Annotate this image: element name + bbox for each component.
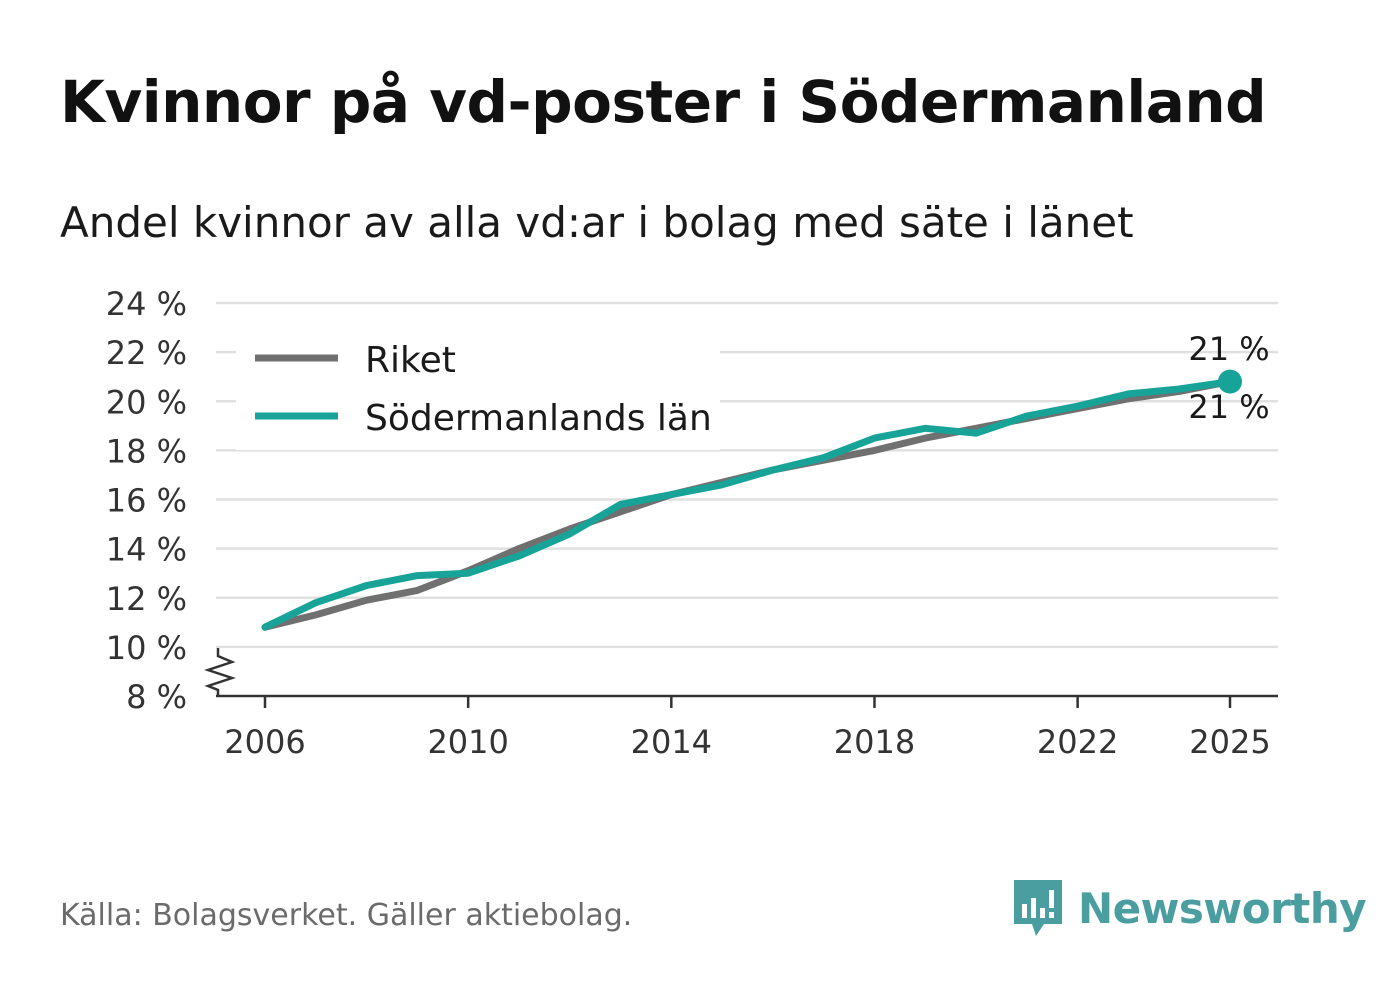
- chart-title: Kvinnor på vd-poster i Södermanland: [60, 68, 1267, 136]
- legend-label: Södermanlands län: [365, 398, 712, 439]
- y-tick-label: 10 %: [106, 629, 187, 667]
- x-tick-label: 2014: [631, 723, 712, 761]
- y-tick-label: 14 %: [106, 531, 187, 569]
- end-label-lan: 21 %: [1188, 388, 1269, 426]
- series-line-lan: [261, 378, 1234, 631]
- chart-subtitle: Andel kvinnor av alla vd:ar i bolag med …: [60, 198, 1134, 247]
- y-tick-label: 16 %: [106, 482, 187, 520]
- y-tick-label: 20 %: [106, 383, 187, 421]
- newsworthy-logo-icon: [1014, 880, 1062, 936]
- x-axis-ticks: 2006 2010 2014 2018 2022 2025: [224, 696, 1271, 761]
- y-tick-label: 22 %: [106, 334, 187, 372]
- brand-name: Newsworthy: [1078, 883, 1367, 933]
- source-note: Källa: Bolagsverket. Gäller aktiebolag.: [60, 898, 633, 933]
- x-tick-label: 2006: [224, 723, 305, 761]
- y-tick-label: 12 %: [106, 580, 187, 618]
- y-tick-label: 8 %: [126, 678, 187, 716]
- axis-break-symbol: [204, 648, 236, 696]
- x-axis: [204, 648, 1278, 698]
- series: [261, 369, 1242, 631]
- y-tick-label: 24 %: [106, 285, 187, 323]
- x-tick-label: 2022: [1037, 723, 1118, 761]
- legend-background: [236, 326, 720, 450]
- x-tick-label: 2025: [1189, 723, 1270, 761]
- end-labels: 21 % 21 %: [1188, 330, 1269, 426]
- legend-label: Riket: [365, 340, 456, 381]
- end-point-marker: [1218, 369, 1242, 394]
- x-tick-label: 2010: [427, 723, 508, 761]
- x-tick-label: 2018: [834, 723, 915, 761]
- legend: Riket Södermanlands län: [236, 326, 720, 450]
- newsworthy-logo: Newsworthy: [1010, 876, 1367, 940]
- y-tick-label: 18 %: [106, 432, 187, 470]
- y-axis-ticks: 8 % 10 % 12 % 14 % 16 % 18 % 20 % 22 % 24 %: [106, 285, 187, 716]
- end-label-riket: 21 %: [1188, 330, 1269, 368]
